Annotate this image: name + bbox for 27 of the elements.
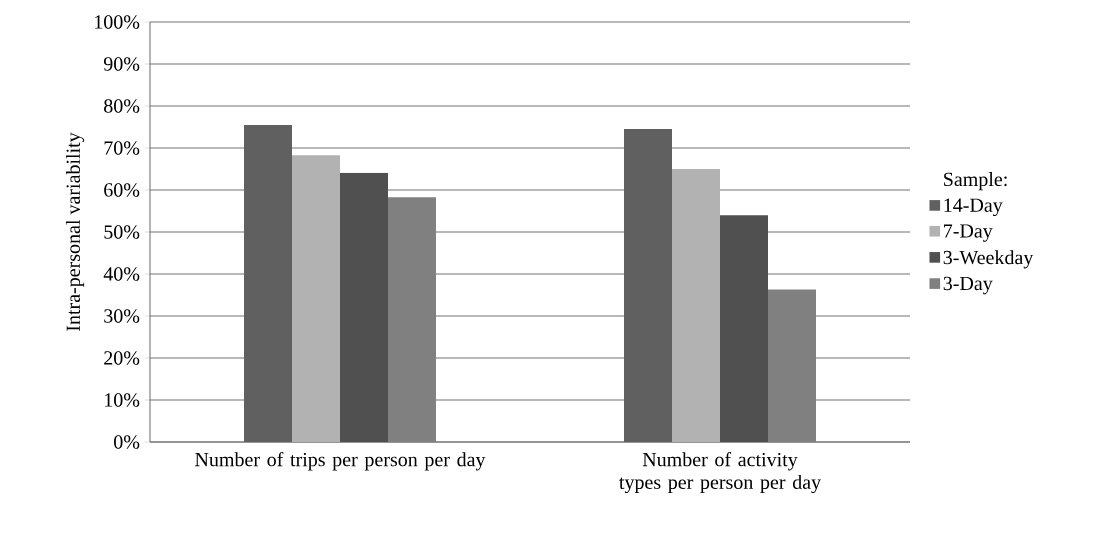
y-tick-label: 70%	[104, 141, 140, 155]
bar	[672, 169, 720, 442]
y-tick-label: 80%	[104, 99, 140, 113]
x-tick-label: Number of activity types per person per day	[619, 452, 821, 494]
legend-label: 3-Day	[943, 276, 993, 295]
y-tick-label: 100%	[95, 15, 140, 29]
bar	[388, 197, 436, 442]
y-tick-label: 60%	[104, 183, 140, 197]
y-tick-label: 10%	[105, 393, 140, 407]
y-axis-title: Intra-personal variability	[65, 132, 85, 331]
y-tick-label: 90%	[103, 57, 140, 71]
bar	[624, 129, 672, 442]
legend-title: Sample:	[944, 172, 1007, 191]
legend-label: 7-Day	[944, 224, 993, 242]
bar	[340, 172, 388, 442]
y-tick-label: 30%	[104, 309, 140, 323]
bar	[720, 215, 768, 442]
legend-label: 14-Day	[944, 198, 1003, 217]
legend-label: 3-Weekday	[943, 250, 1034, 269]
bar	[244, 124, 292, 442]
y-tick-label: 0%	[114, 435, 140, 449]
y-tick-label: 40%	[103, 267, 140, 281]
bar	[292, 155, 340, 442]
y-tick-label: 50%	[104, 225, 140, 239]
bar	[768, 289, 816, 442]
x-tick-label: Number of trips per person per day	[195, 452, 486, 471]
y-tick-label: 20%	[104, 351, 140, 365]
